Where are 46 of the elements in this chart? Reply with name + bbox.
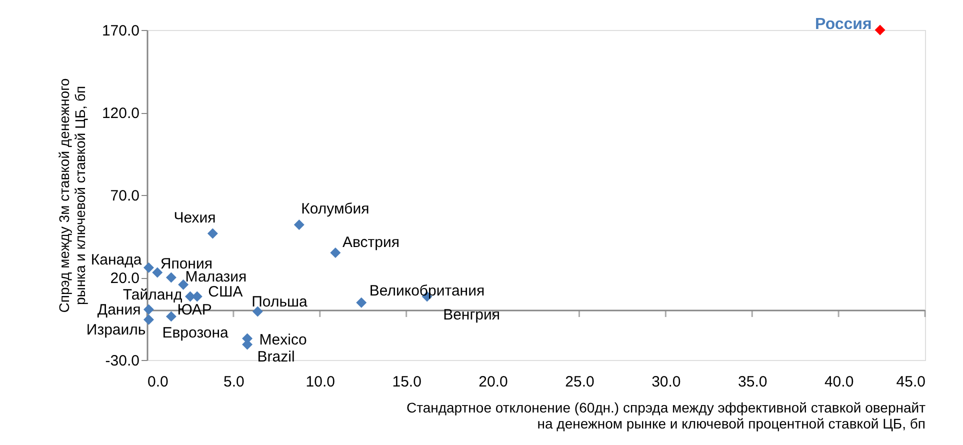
x-tick-label: 20.0 — [478, 374, 508, 390]
annotation: Канада — [90, 252, 142, 269]
annotation: Израиль — [86, 322, 146, 339]
point — [143, 262, 154, 273]
annotation: ЮАР — [177, 302, 212, 318]
point — [252, 306, 263, 317]
annotation: Brazil — [257, 348, 295, 366]
annotation: Россия — [815, 16, 872, 33]
point — [356, 297, 367, 308]
annotation: Колумбия — [301, 200, 370, 218]
point — [874, 24, 886, 36]
x-tick-label: 0.0 — [148, 374, 168, 390]
x-tick-label: 40.0 — [824, 374, 854, 390]
annotation: США — [208, 283, 243, 300]
annotation: Еврозона — [162, 324, 230, 342]
y-tick-label: 120.0 — [102, 105, 140, 122]
annotation: Чехия — [174, 209, 216, 226]
annotation: Mexico — [259, 332, 307, 349]
point — [207, 228, 218, 239]
x-tick-label: 10.0 — [306, 374, 335, 390]
y-tick-label: -30.0 — [105, 352, 140, 370]
point — [166, 311, 176, 322]
y-tick-label: 20.0 — [110, 270, 140, 287]
annotation: Дания — [97, 302, 141, 319]
annotation: Венгрия — [443, 306, 500, 324]
y-tick-label: 70.0 — [110, 188, 140, 204]
x-tick-label: 5.0 — [224, 374, 244, 390]
annotation: Тайланд — [122, 286, 182, 304]
annotation: Польша — [252, 293, 308, 310]
x-tick-label: 15.0 — [392, 374, 422, 390]
point — [294, 219, 304, 230]
x-axis-title: Стандартное отклонение (60дн.) спрэда между эффективной ставкой овернайт на денежном рынке и ключевой процентной ставкой ЦБ, бп — [406, 400, 926, 432]
point — [152, 267, 163, 278]
annotation: Великобритания — [369, 282, 485, 300]
annotation: Австрия — [342, 234, 400, 251]
x-tick-label: 35.0 — [738, 374, 768, 390]
x-tick-label: 25.0 — [565, 374, 594, 390]
point — [143, 314, 154, 325]
y-tick-label: 170.0 — [102, 22, 140, 40]
x-tick-label: 45.0 — [896, 374, 926, 390]
y-axis-title: Спрэд между 3м ставкой денежного рынка и ключевой ставкой ЦБ, бп — [56, 78, 88, 313]
point — [166, 272, 176, 283]
annotation: Малазия — [185, 268, 247, 286]
point — [143, 304, 154, 315]
point — [330, 248, 341, 258]
x-tick-label: 30.0 — [652, 374, 681, 390]
